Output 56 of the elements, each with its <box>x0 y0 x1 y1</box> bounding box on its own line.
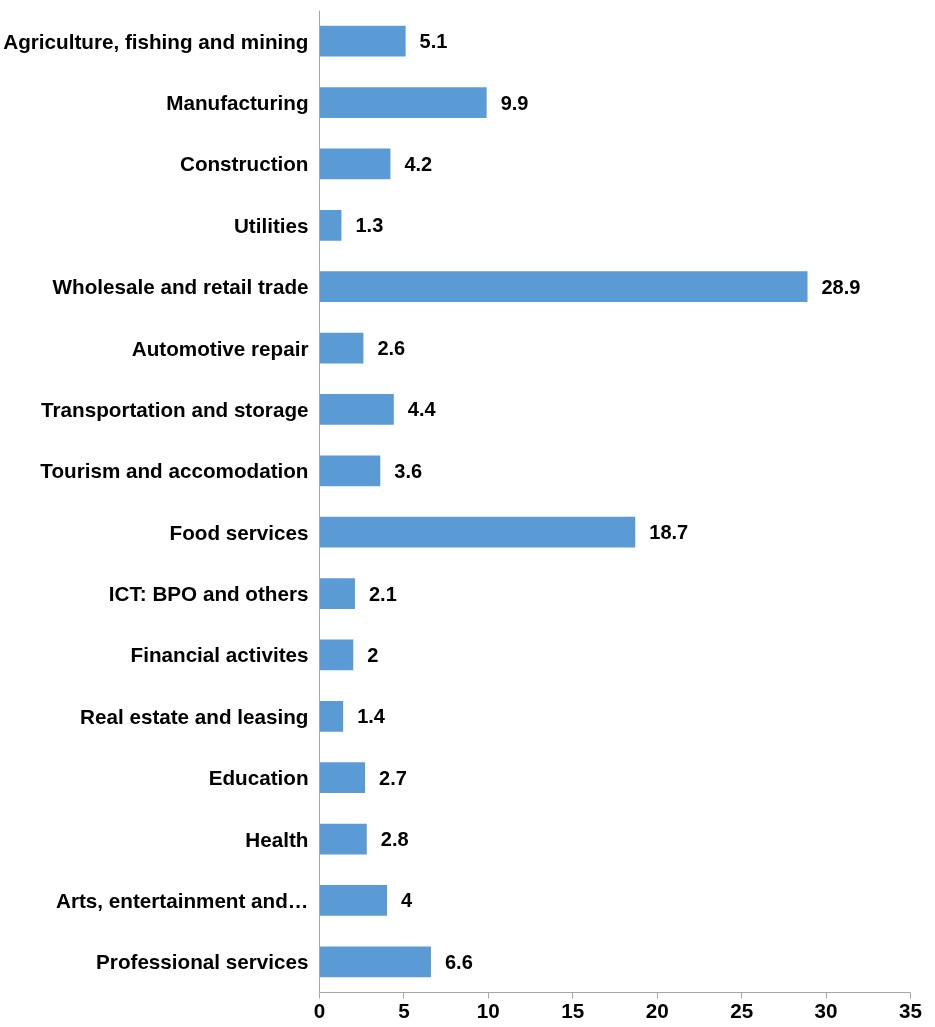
x-tick-label: 35 <box>899 998 922 1022</box>
bar <box>319 394 394 425</box>
data-label: 28.9 <box>821 275 861 298</box>
bar <box>319 271 808 303</box>
y-tick-label: Education <box>208 766 309 790</box>
y-tick-label: Wholesale and retail trade <box>52 275 309 299</box>
y-tick-label: Health <box>245 827 309 851</box>
bar <box>319 639 354 671</box>
bar <box>319 885 388 916</box>
bar <box>319 946 431 978</box>
x-tick-label: 15 <box>561 998 585 1022</box>
y-tick-label: Arts, entertainment and… <box>56 888 309 912</box>
y-tick-label: Real estate and leasing <box>80 704 309 728</box>
x-tick-label: 5 <box>398 998 410 1022</box>
y-tick-label: Professional services <box>96 950 309 974</box>
data-label: 4.2 <box>404 152 433 175</box>
data-label: 2.1 <box>368 582 397 605</box>
data-label: 2.6 <box>377 337 406 360</box>
bar <box>319 209 342 241</box>
data-label: 6.6 <box>444 950 473 973</box>
y-tick-label: Financial activites <box>130 643 309 667</box>
bar <box>319 148 391 180</box>
x-tick-label: 10 <box>476 998 500 1022</box>
bar <box>319 25 406 57</box>
data-label: 9.9 <box>500 91 529 114</box>
data-label: 2 <box>367 643 379 666</box>
bar <box>319 700 344 732</box>
bar <box>319 516 636 548</box>
y-tick-label: Transportation and storage <box>41 397 309 421</box>
data-label: 18.7 <box>649 521 689 544</box>
x-tick-label: 0 <box>313 998 326 1022</box>
y-tick-label: Construction <box>179 152 309 176</box>
y-tick-label: Tourism and accomodation <box>40 459 309 483</box>
bar <box>319 823 367 855</box>
y-tick-label: Agriculture, fishing and mining <box>3 29 309 53</box>
data-label: 1.3 <box>355 214 384 237</box>
y-tick-label: Food services <box>169 520 309 544</box>
data-label: 4.4 <box>407 398 437 421</box>
y-tick-label: Manufacturing <box>166 91 309 115</box>
bar <box>319 455 381 487</box>
data-label: 4 <box>401 889 414 912</box>
data-label: 2.8 <box>380 828 409 851</box>
data-label: 5.1 <box>419 30 448 53</box>
x-tick-label: 25 <box>730 998 754 1022</box>
bar <box>319 332 364 364</box>
data-label: 2.7 <box>379 766 407 789</box>
bar <box>319 87 487 118</box>
x-tick-label: 30 <box>814 998 838 1022</box>
y-tick-label: Automotive repair <box>131 336 309 360</box>
x-tick-label: 20 <box>645 998 669 1022</box>
data-label: 1.4 <box>357 705 386 728</box>
data-label: 3.6 <box>394 459 423 482</box>
y-tick-label: ICT: BPO and others <box>108 582 309 606</box>
bar <box>319 578 355 609</box>
bar <box>319 762 366 794</box>
y-tick-label: Utilities <box>233 213 309 237</box>
